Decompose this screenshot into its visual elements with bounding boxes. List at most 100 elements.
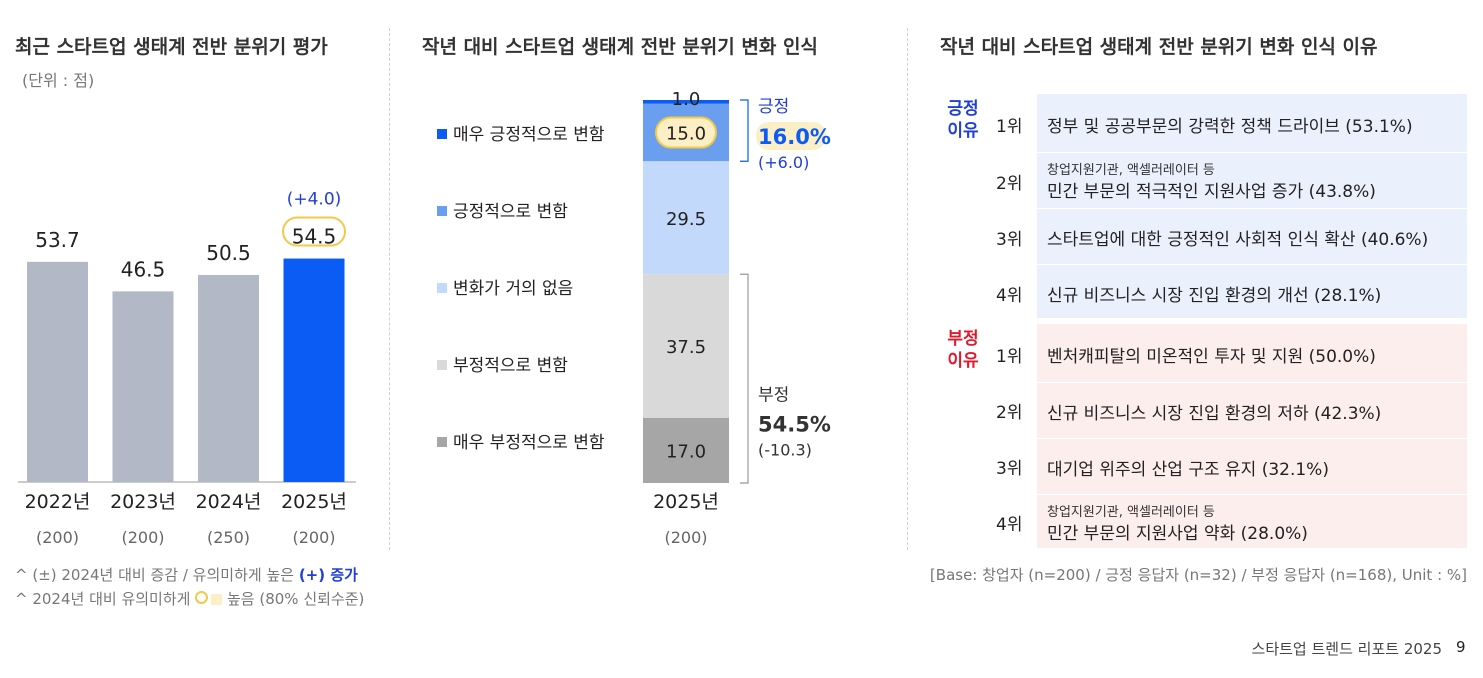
positive-reason-3: 스타트업에 대한 긍정적인 사회적 인식 확산 (40.6%) [1037,208,1467,261]
segment-label: 1.0 [672,89,701,110]
positive-label-line2: 이유 [947,121,979,141]
stack-segment-4 [643,274,729,418]
legend-swatch [437,437,447,447]
x-tick-label: 2025년 [281,491,347,513]
right-title: 작년 대비 스타트업 생태계 전반 분위기 변화 인식 이유 [940,36,1378,58]
x-tick-label: 2023년 [110,491,176,513]
x-tick-label: 2025년 [653,491,719,513]
positive-group-label: 긍정 [758,97,789,117]
reason-text: 신규 비즈니스 시장 진입 환경의 저하 (42.3%) [1047,404,1382,424]
bar-value-label: 50.5 [206,241,251,265]
positive-rank-3: 3위 [996,230,1023,250]
middle-chart-title: 작년 대비 스타트업 생태계 전반 분위기 변화 인식 [422,36,818,58]
legend-very-positive: 매우 긍정적으로 변함 [437,120,605,145]
page-number: 9 [1456,638,1466,656]
positive-reason-1: 정부 및 공공부문의 강력한 정책 드라이브 (53.1%) [1037,96,1467,148]
legend-swatch [437,283,447,293]
reason-subtext: 창업지원기관, 액셀러레이터 등 [1047,505,1215,520]
footnote-2-text: ^ 2024년 대비 유의미하게 [15,590,196,608]
reason-text: 신규 비즈니스 시장 진입 환경의 개선 (28.1%) [1047,286,1382,306]
bar-value-label: 53.7 [35,228,80,252]
change-label: (+4.0) [287,190,342,210]
bar-2023년 [112,291,174,482]
reason-subtext: 창업지원기관, 액셀러레이터 등 [1047,163,1215,178]
footnote-2: ^ 2024년 대비 유의미하게 높음 (80% 신뢰수준) [15,588,364,609]
positive-bracket [740,99,749,162]
legend-swatch [437,129,447,139]
highlight-square-icon [211,594,223,605]
left-bar-chart: 53.7 2022년 (200) 46.5 2023년 (200) 50.5 2024년 (25… [18,190,356,547]
negative-total: 54.5% [758,413,831,437]
positive-reason-label: 긍정 이유 [940,98,986,142]
negative-reason-4: 창업지원기관, 액셀러레이터 등 민간 부문의 지원사업 약화 (28.0%) [1037,494,1467,547]
ring-icon [195,591,209,604]
reason-text: 대기업 위주의 산업 구조 유지 (32.1%) [1047,460,1329,480]
sample-label: (200) [36,528,79,547]
positive-reason-4: 신규 비즈니스 시장 진입 환경의 개선 (28.1%) [1037,264,1467,317]
footnote-2-suffix: 높음 (80% 신뢰수준) [222,590,365,608]
divider-1 [389,28,390,550]
bar-2022년 [27,261,88,482]
legend-label: 부정적으로 변함 [453,356,568,376]
reason-text: 민간 부문의 지원사업 약화 (28.0%) [1047,524,1308,544]
left-chart-unit: (단위 : 점) [22,71,95,90]
stack-segment-1 [643,100,729,104]
negative-reasons-box: 벤처캐피탈의 미온적인 투자 및 지원 (50.0%) 신규 비즈니스 시장 진… [1037,324,1467,548]
legend-swatch [437,206,447,216]
segment-label: 15.0 [666,124,706,145]
sample-label: (200) [292,528,335,547]
negative-change: (-10.3) [758,441,812,460]
legend-no-change: 변화가 거의 없음 [437,274,573,299]
positive-reasons-box: 정부 및 공공부문의 강력한 정책 드라이브 (53.1%) 창업지원기관, 액… [1037,94,1467,318]
stack-segment-3 [643,161,729,275]
legend-label: 매우 부정적으로 변함 [453,433,605,453]
legend-label: 긍정적으로 변함 [453,202,568,222]
footnote-1: ^ (±) 2024년 대비 증감 / 유의미하게 높은 (+) 증가 [15,564,358,585]
legend-very-negative: 매우 부정적으로 변함 [437,428,605,453]
base-note: [Base: 창업자 (n=200) / 긍정 응답자 (n=32) / 부정 … [929,566,1467,584]
left-chart-title: 최근 스타트업 생태계 전반 분위기 평가 [15,36,328,58]
segment-label: 29.5 [666,209,706,230]
legend-swatch [437,360,447,370]
reason-text: 스타트업에 대한 긍정적인 사회적 인식 확산 (40.6%) [1047,230,1429,250]
positive-rank-2: 2위 [996,174,1023,194]
sample-label: (200) [664,528,707,547]
positive-total: 16.0% [758,125,831,149]
negative-rank-2: 2위 [996,403,1023,423]
negative-reason-2: 신규 비즈니스 시장 진입 환경의 저하 (42.3%) [1037,382,1467,435]
negative-rank-4: 4위 [996,515,1023,535]
middle-stacked-chart: 1.0 15.0 29.5 37.5 17.0 2025년 (200) 긍정 16.0% (+6.… [643,89,831,547]
sample-label: (250) [207,528,250,547]
positive-change: (+6.0) [758,153,809,172]
segment-label: 17.0 [666,441,706,462]
segment-label: 37.5 [666,337,706,358]
legend-negative: 부정적으로 변함 [437,351,568,376]
divider-2 [907,28,908,550]
negative-reason-3: 대기업 위주의 산업 구조 유지 (32.1%) [1037,438,1467,491]
legend-positive: 긍정적으로 변함 [437,197,568,222]
highlight-ring [282,216,346,247]
positive-rank-4: 4위 [996,286,1023,306]
negative-rank-1: 1위 [996,347,1023,367]
bar-value-label: 46.5 [121,257,166,281]
stack-segment-5 [643,417,729,483]
positive-reason-2: 창업지원기관, 액셀러레이터 등 민간 부문의 적극적인 지원사업 증가 (43… [1037,152,1467,205]
bar-2025년 [283,258,345,482]
negative-group-label: 부정 [758,386,789,406]
x-tick-label: 2024년 [196,491,262,513]
sample-label: (200) [121,528,164,547]
x-tick-label: 2022년 [25,491,91,513]
negative-reason-label: 부정 이유 [940,328,986,372]
negative-bracket [740,273,749,484]
reason-text: 정부 및 공공부문의 강력한 정책 드라이브 (53.1%) [1047,117,1413,137]
negative-label-line1: 부정 [947,329,979,349]
legend-label: 변화가 거의 없음 [453,279,574,299]
negative-label-line2: 이유 [947,351,979,371]
negative-rank-3: 3위 [996,459,1023,479]
reason-text: 벤처캐피탈의 미온적인 투자 및 지원 (50.0%) [1047,347,1376,367]
positive-highlight [756,122,826,150]
bar-2024년 [198,274,259,482]
footer-report-name: 스타트업 트렌드 리포트 2025 [1251,640,1442,658]
footnote-1-text: ^ (±) 2024년 대비 증감 / 유의미하게 높은 [15,566,299,584]
positive-rank-1: 1위 [996,117,1023,137]
